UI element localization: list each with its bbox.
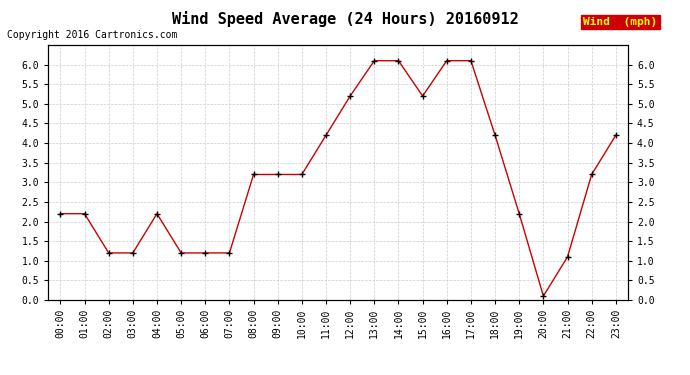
Text: Wind  (mph): Wind (mph) [583, 17, 658, 27]
Text: Copyright 2016 Cartronics.com: Copyright 2016 Cartronics.com [7, 30, 177, 40]
Text: Wind Speed Average (24 Hours) 20160912: Wind Speed Average (24 Hours) 20160912 [172, 11, 518, 27]
